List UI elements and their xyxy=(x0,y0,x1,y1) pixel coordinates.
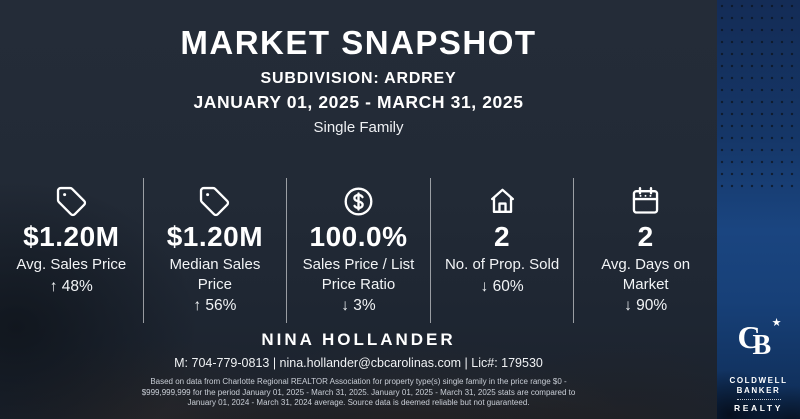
stat-value: 100.0% xyxy=(309,221,408,252)
date-range: JANUARY 01, 2025 - MARCH 31, 2025 xyxy=(193,92,524,112)
stat-label: No. of Prop. Sold xyxy=(444,256,560,274)
stat-days-on-market: 2 Avg. Days on Market ↓ 90% xyxy=(574,178,717,323)
stat-change: ↑ 48% xyxy=(49,277,93,295)
subdivision-line: SUBDIVISION: ARDREY xyxy=(260,70,457,87)
price-tag-icon xyxy=(6,183,137,219)
monogram-c: C xyxy=(737,319,761,355)
stat-value: $1.20M xyxy=(23,221,120,252)
stat-label: Median Sales Price xyxy=(169,256,261,293)
agent-name: NINA HOLLANDER xyxy=(261,330,456,350)
footer: NINA HOLLANDER M: 704-779-0813 | nina.ho… xyxy=(0,330,717,409)
stat-avg-sales-price: $1.20M Avg. Sales Price ↑ 48% xyxy=(0,178,144,323)
star-icon: ★ xyxy=(771,317,782,329)
brand-divider xyxy=(736,399,781,400)
stat-change: ↓ 90% xyxy=(624,296,668,314)
dollar-circle-icon xyxy=(293,183,424,219)
header: MARKET SNAPSHOT SUBDIVISION: ARDREY JANU… xyxy=(0,26,717,136)
stat-change: ↓ 60% xyxy=(480,277,524,295)
stat-label: Sales Price / List Price Ratio xyxy=(302,256,415,293)
cb-monogram: C B ★ xyxy=(736,318,782,369)
property-type: Single Family xyxy=(313,119,404,136)
stat-change: ↓ 3% xyxy=(341,296,376,314)
monogram-b: B xyxy=(752,330,772,361)
stat-label: Avg. Sales Price xyxy=(16,256,127,274)
stat-value: 2 xyxy=(494,221,511,252)
main-content: MARKET SNAPSHOT SUBDIVISION: ARDREY JANU… xyxy=(0,26,717,409)
brand-division: REALTY xyxy=(734,403,783,413)
stat-properties-sold: 2 No. of Prop. Sold ↓ 60% xyxy=(431,178,575,323)
price-tag-icon xyxy=(150,183,281,219)
page-title: MARKET SNAPSHOT xyxy=(180,24,537,61)
brand-name-line1: COLDWELL xyxy=(729,376,788,385)
stat-label: Avg. Days on Market xyxy=(601,256,691,293)
stat-change: ↑ 56% xyxy=(193,296,237,314)
calendar-icon xyxy=(580,183,711,219)
stat-sales-list-ratio: 100.0% Sales Price / List Price Ratio ↓ … xyxy=(287,178,431,323)
stat-median-sales-price: $1.20M Median Sales Price ↑ 56% xyxy=(144,178,288,323)
agent-contact-line: M: 704-779-0813 | nina.hollander@cbcarol… xyxy=(174,356,543,371)
brand-sidebar: C B ★ COLDWELL BANKER REALTY xyxy=(717,0,800,419)
stat-value: 2 xyxy=(637,221,654,252)
disclaimer-text: Based on data from Charlotte Regional RE… xyxy=(141,377,576,408)
coldwell-banker-logo: C B ★ COLDWELL BANKER REALTY xyxy=(717,318,800,414)
stat-value: $1.20M xyxy=(166,221,264,252)
home-icon xyxy=(437,183,568,219)
brand-name-line2: BANKER xyxy=(736,386,781,395)
starry-sky-texture xyxy=(717,0,800,193)
stats-row: $1.20M Avg. Sales Price ↑ 48% $1.20M Med… xyxy=(0,178,717,323)
